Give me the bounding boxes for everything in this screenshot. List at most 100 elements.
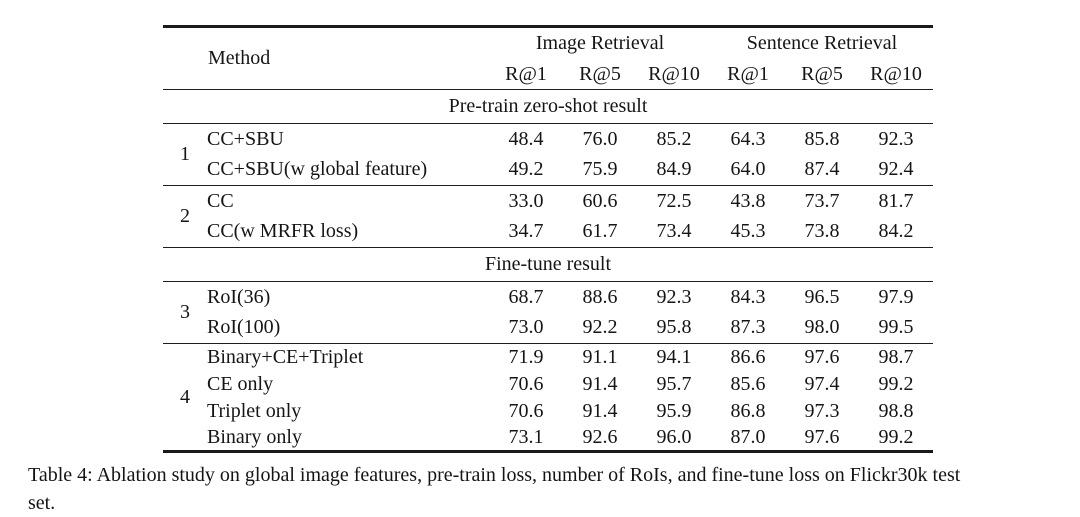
value-cell: 94.1 (637, 343, 711, 371)
caption-line-1: Table 4: Ablation study on global image … (28, 464, 961, 486)
value-cell: 92.3 (878, 127, 914, 150)
value-cell: 85.6 (730, 372, 766, 395)
value-cell: 85.2 (656, 127, 692, 150)
table-row: CE only 70.6 91.4 95.7 85.6 97.4 99.2 (163, 371, 933, 398)
value-cell: 33.0 (489, 185, 563, 217)
value-cell: 96.5 (804, 285, 840, 308)
table-row: CC+SBU(w global feature) 49.2 75.9 84.9 … (163, 155, 933, 186)
group-number: 4 (163, 343, 207, 452)
table-row: Binary only 73.1 92.6 96.0 87.0 97.6 99.… (163, 425, 933, 452)
table-row: 1 CC+SBU 48.4 76.0 85.2 64.3 85.8 92.3 (163, 124, 933, 165)
method-cell: CC+SBU(w global feature) (207, 158, 428, 181)
value-cell: 97.9 (878, 285, 914, 308)
value-cell: 91.4 (582, 372, 618, 395)
value-cell: 70.6 (508, 372, 544, 395)
metric-header: R@1 (711, 59, 785, 90)
sentence-retrieval-header: Sentence Retrieval (746, 32, 898, 55)
metric-header: R@10 (637, 59, 711, 90)
method-cell: CC(w MRFR loss) (207, 220, 359, 243)
value-cell: 60.6 (563, 185, 637, 217)
table-row: 3 RoI(36) 68.7 88.6 92.3 84.3 96.5 97.9 (163, 282, 933, 323)
value-cell: 99.5 (878, 316, 914, 339)
value-cell: 99.2 (878, 372, 914, 395)
group-number: 3 (180, 301, 190, 323)
value-cell: 98.7 (859, 343, 933, 371)
value-cell: 73.8 (804, 220, 840, 243)
value-cell: 70.6 (508, 399, 544, 422)
image-retrieval-header: Image Retrieval (535, 32, 665, 55)
caption-line-2: set. (28, 492, 56, 514)
value-cell: 71.9 (489, 343, 563, 371)
value-cell: 49.2 (508, 158, 544, 181)
value-cell: 88.6 (582, 285, 618, 308)
metric-header: R@5 (563, 59, 637, 90)
value-cell: 48.4 (508, 127, 544, 150)
value-cell: 95.7 (656, 372, 692, 395)
group-number: 1 (180, 143, 190, 165)
table-caption: Table 4: Ablation study on global image … (28, 461, 1068, 517)
value-cell: 98.0 (804, 316, 840, 339)
method-cell: RoI(36) (207, 285, 271, 308)
value-cell: 97.6 (804, 425, 840, 448)
value-cell: 75.9 (582, 158, 618, 181)
table-row: Triplet only 70.6 91.4 95.9 86.8 97.3 98… (163, 398, 933, 425)
value-cell: 64.3 (730, 127, 766, 150)
table-row: 2 CC 33.0 60.6 72.5 43.8 73.7 81.7 (163, 185, 933, 248)
group-number: 2 (163, 185, 207, 248)
value-cell: 99.2 (878, 425, 914, 448)
value-cell: 96.0 (656, 425, 692, 448)
metric-header: R@1 (489, 59, 563, 90)
section-title: Fine-tune result (163, 247, 933, 282)
value-cell: 84.9 (656, 158, 692, 181)
section-title: Pre-train zero-shot result (163, 89, 933, 124)
value-cell: 45.3 (730, 220, 766, 243)
value-cell: 97.3 (804, 399, 840, 422)
value-cell: 85.8 (804, 127, 840, 150)
value-cell: 95.9 (656, 399, 692, 422)
method-cell: CC+SBU (207, 127, 284, 150)
section-row-finetune: Fine-tune result (163, 247, 933, 282)
table-row: 4 Binary+CE+Triplet 71.9 91.1 94.1 86.6 … (163, 343, 933, 452)
method-cell: RoI(100) (207, 316, 281, 339)
value-cell: 87.4 (804, 158, 840, 181)
value-cell: 84.2 (878, 220, 914, 243)
results-table: Method Image Retrieval Sentence Retrieva… (163, 25, 933, 453)
value-cell: 87.0 (730, 425, 766, 448)
value-cell: 81.7 (859, 185, 933, 217)
value-cell: 97.6 (785, 343, 859, 371)
value-cell: 91.4 (582, 399, 618, 422)
value-cell: 84.3 (730, 285, 766, 308)
table-row: RoI(100) 73.0 92.2 95.8 87.3 98.0 99.5 (163, 313, 933, 344)
value-cell: 98.8 (878, 399, 914, 422)
metric-header: R@10 (859, 59, 933, 90)
value-cell: 61.7 (582, 220, 618, 243)
value-cell: 97.4 (804, 372, 840, 395)
value-cell: 43.8 (711, 185, 785, 217)
value-cell: 92.4 (878, 158, 914, 181)
method-cell: Binary only (207, 425, 302, 448)
metric-header: R@5 (785, 59, 859, 90)
value-cell: 68.7 (508, 285, 544, 308)
value-cell: 34.7 (508, 220, 544, 243)
value-cell: 64.0 (730, 158, 766, 181)
value-cell: 73.1 (508, 425, 544, 448)
value-cell: 76.0 (582, 127, 618, 150)
method-cell: Binary+CE+Triplet (207, 343, 489, 371)
method-cell: Triplet only (207, 399, 302, 422)
value-cell: 73.0 (508, 316, 544, 339)
header-row-groups: Method Image Retrieval Sentence Retrieva… (163, 27, 933, 69)
value-cell: 95.8 (656, 316, 692, 339)
value-cell: 86.6 (711, 343, 785, 371)
value-cell: 87.3 (730, 316, 766, 339)
value-cell: 73.4 (656, 220, 692, 243)
value-cell: 92.6 (582, 425, 618, 448)
value-cell: 92.2 (582, 316, 618, 339)
value-cell: 92.3 (656, 285, 692, 308)
method-cell: CE only (207, 372, 274, 395)
value-cell: 86.8 (730, 399, 766, 422)
table-row: CC(w MRFR loss) 34.7 61.7 73.4 45.3 73.8… (163, 217, 933, 248)
value-cell: 72.5 (637, 185, 711, 217)
method-column-header: Method (208, 47, 271, 69)
value-cell: 91.1 (563, 343, 637, 371)
